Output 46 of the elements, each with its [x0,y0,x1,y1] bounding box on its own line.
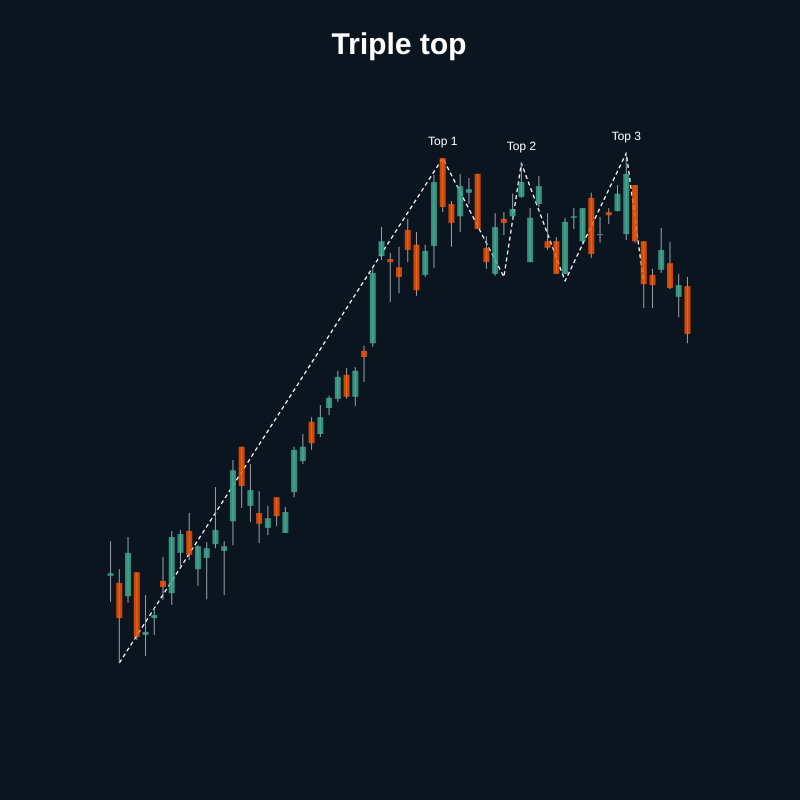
candlestick [658,227,664,274]
candlestick [510,193,516,220]
candlestick [186,512,192,560]
candlestick [300,434,306,465]
candlestick [536,175,542,208]
candlestick [334,370,341,402]
candlestick [500,212,507,236]
candlestick [256,490,262,544]
candlestick [204,542,210,600]
candlestick [326,395,332,416]
candlestick [614,184,621,212]
chart-title: Triple top [332,28,466,61]
candlestick [160,556,166,600]
annotation: Top 2 [506,139,536,154]
candlestick [570,208,577,230]
candlestick [422,244,428,278]
candlestick [344,368,350,400]
candlestick [518,162,524,198]
candlestick [247,464,254,523]
candlestick [404,218,411,263]
candlestick [194,544,201,586]
candlestick [649,268,656,309]
candlestick [142,594,149,656]
candlestick [308,416,315,450]
candlestick [221,540,228,596]
candlestick [282,506,288,534]
candlestick [378,226,385,261]
candlestick [264,505,271,536]
text: Top 3 [612,129,642,143]
candlestick [274,496,280,526]
candlestick [396,246,402,294]
candlestick [676,273,682,318]
candlestick [177,529,184,568]
candlestick [466,177,472,204]
candlestick [606,208,612,224]
candlestick [108,540,114,602]
candlestick [544,212,551,250]
candlestick [361,345,368,382]
candlestick [483,236,490,270]
text: Top 1 [428,134,458,148]
candlestick [151,607,158,636]
candlestick [597,216,604,244]
candlestick [387,252,394,302]
candlestick [212,486,218,549]
candlestick [448,200,454,248]
candlestick [317,404,324,438]
